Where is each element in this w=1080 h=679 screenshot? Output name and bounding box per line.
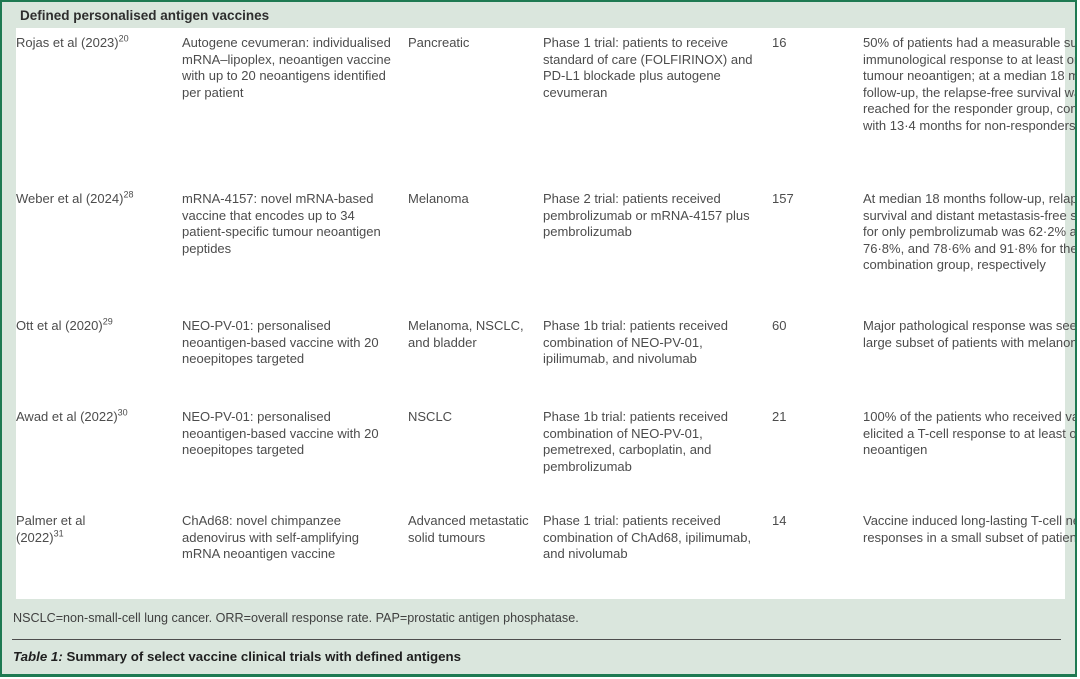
study-ref-cell: Rojas et al (2023)20 xyxy=(16,28,182,184)
vaccine-cell: NEO-PV-01: personalised neoantigen-based… xyxy=(182,409,379,457)
reference-superscript: 30 xyxy=(117,407,128,418)
table-caption-label: Table 1: xyxy=(13,649,63,664)
study-ref: Awad et al (2022) xyxy=(16,409,118,424)
cancer-type-cell: Melanoma, NSCLC, and bladder xyxy=(408,318,524,350)
table-footnote: NSCLC=non-small-cell lung cancer. ORR=ov… xyxy=(13,611,579,625)
patient-count-cell: 60 xyxy=(772,318,787,333)
trial-cell: Phase 1b trial: patients received combin… xyxy=(543,409,728,474)
table-body: Rojas et al (2023)20 Autogene cevumeran:… xyxy=(16,28,1075,599)
patient-count-cell: 21 xyxy=(772,409,787,424)
outcome-cell: 50% of patients had a measurable sustain… xyxy=(863,35,1077,133)
reference-superscript: 29 xyxy=(102,316,113,327)
table-row: Palmer et al (2022)31 ChAd68: novel chim… xyxy=(16,506,1077,596)
table-row: Rojas et al (2023)20 Autogene cevumeran:… xyxy=(16,28,1077,184)
cancer-type-cell: NSCLC xyxy=(408,409,453,424)
section-header-label: Defined personalised antigen vaccines xyxy=(20,7,270,23)
reference-superscript: 28 xyxy=(123,189,134,200)
trials-table: Rojas et al (2023)20 Autogene cevumeran:… xyxy=(16,28,1077,596)
study-ref: Rojas et al (2023) xyxy=(16,35,119,50)
outcome-cell: Major pathological response was seen in … xyxy=(863,318,1077,350)
study-ref: Weber et al (2024) xyxy=(16,191,124,206)
section-header-row: Defined personalised antigen vaccines xyxy=(2,2,1075,28)
vaccine-cell: Autogene cevumeran: individualised mRNA–… xyxy=(182,35,391,100)
cancer-type-cell: Melanoma xyxy=(408,191,469,206)
outcome-cell: 100% of the patients who received vaccin… xyxy=(863,409,1077,457)
vaccine-cell: ChAd68: novel chimpanzee adenovirus with… xyxy=(182,513,360,561)
patient-count-cell: 157 xyxy=(772,191,794,206)
cancer-type-cell: Pancreatic xyxy=(408,35,470,50)
study-ref: Palmer et al (2022) xyxy=(16,513,86,545)
divider-line xyxy=(12,639,1061,640)
trial-cell: Phase 2 trial: patients received pembrol… xyxy=(543,191,750,239)
study-ref-cell: Awad et al (2022)30 xyxy=(16,402,182,506)
trial-cell: Phase 1b trial: patients received combin… xyxy=(543,318,728,366)
patient-count-cell: 16 xyxy=(772,35,787,50)
vaccine-cell: NEO-PV-01: personalised neoantigen-based… xyxy=(182,318,379,366)
reference-superscript: 31 xyxy=(53,528,64,539)
study-ref-cell: Palmer et al (2022)31 xyxy=(16,506,182,596)
table-row: Weber et al (2024)28 mRNA-4157: novel mR… xyxy=(16,184,1077,311)
reference-superscript: 20 xyxy=(118,33,129,44)
table-row: Awad et al (2022)30 NEO-PV-01: personali… xyxy=(16,402,1077,506)
cancer-type-cell: Advanced metastatic solid tumours xyxy=(408,513,529,545)
table-caption: Table 1: Summary of select vaccine clini… xyxy=(2,640,1075,664)
vaccine-cell: mRNA-4157: novel mRNA-based vaccine that… xyxy=(182,191,381,256)
table-row: Ott et al (2020)29 NEO-PV-01: personalis… xyxy=(16,311,1077,402)
trial-cell: Phase 1 trial: patients to receive stand… xyxy=(543,35,753,100)
study-ref: Ott et al (2020) xyxy=(16,318,103,333)
trial-cell: Phase 1 trial: patients received combina… xyxy=(543,513,752,561)
study-ref-cell: Ott et al (2020)29 xyxy=(16,311,182,402)
outcome-cell: At median 18 months follow-up, relapse-f… xyxy=(863,191,1077,272)
outcome-cell: Vaccine induced long-lasting T-cell neoa… xyxy=(863,513,1077,545)
study-ref-cell: Weber et al (2024)28 xyxy=(16,184,182,311)
patient-count-cell: 14 xyxy=(772,513,787,528)
table-caption-text: Summary of select vaccine clinical trial… xyxy=(62,649,462,664)
